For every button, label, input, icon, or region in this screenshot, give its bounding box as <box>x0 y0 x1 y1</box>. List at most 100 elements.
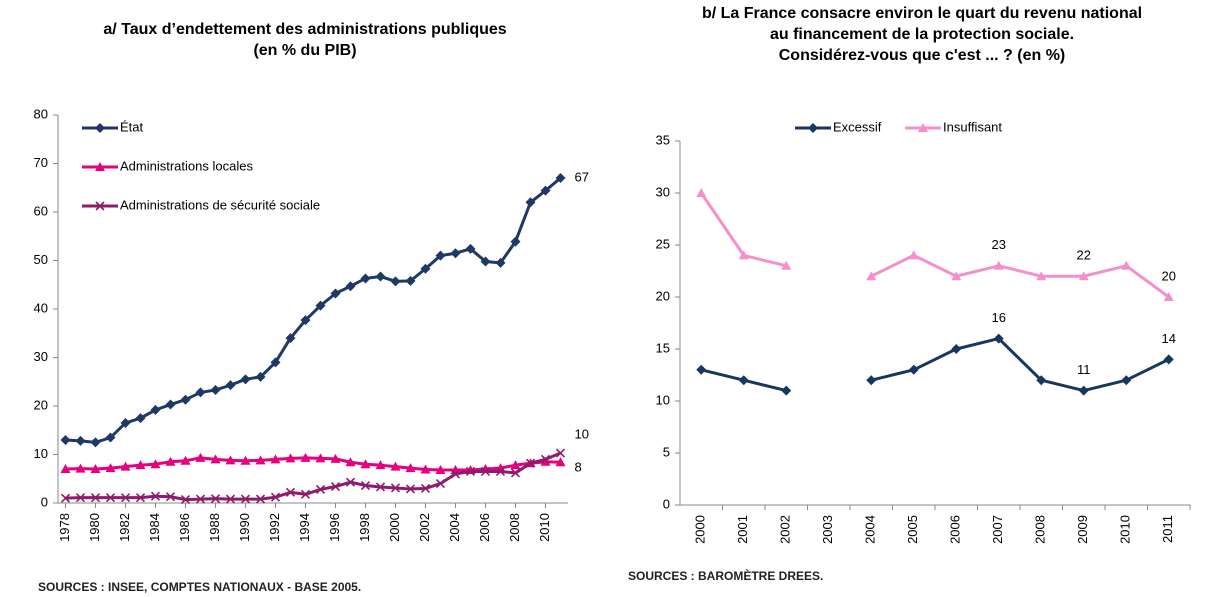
x-tick-label: 1986 <box>177 513 192 542</box>
x-tick-label: 1990 <box>237 513 252 542</box>
marker <box>781 385 792 396</box>
marker <box>360 459 371 469</box>
marker <box>285 453 296 463</box>
y-tick-label: 80 <box>34 106 48 121</box>
marker <box>738 250 749 260</box>
marker <box>1036 375 1047 386</box>
marker <box>330 453 341 463</box>
x-tick-label: 2006 <box>948 515 963 544</box>
data-label: 16 <box>992 310 1006 325</box>
y-tick-label: 5 <box>663 444 670 459</box>
marker <box>495 257 506 268</box>
marker <box>951 271 962 281</box>
y-tick-label: 50 <box>34 252 48 267</box>
marker <box>908 364 919 375</box>
series-line <box>700 337 1170 393</box>
marker <box>908 250 919 260</box>
marker <box>315 484 326 494</box>
marker <box>450 248 461 259</box>
marker <box>696 188 707 197</box>
marker <box>240 455 251 465</box>
marker <box>330 481 341 492</box>
marker <box>225 455 236 465</box>
series-line <box>65 176 562 444</box>
x-tick-label: 2005 <box>905 515 920 544</box>
marker <box>95 201 105 211</box>
marker <box>375 482 386 492</box>
marker <box>375 460 386 470</box>
marker <box>150 404 161 415</box>
marker <box>225 494 236 504</box>
marker <box>135 460 146 470</box>
chart-title: b/ La France consacre environ le quart d… <box>702 5 1142 22</box>
marker <box>90 493 101 503</box>
marker <box>405 463 416 473</box>
x-tick-label: 1988 <box>207 513 222 542</box>
y-tick-label: 35 <box>656 132 670 147</box>
data-label: 14 <box>1162 331 1176 346</box>
y-tick-label: 10 <box>656 392 670 407</box>
marker <box>75 463 86 473</box>
marker <box>375 271 386 282</box>
marker <box>120 417 131 428</box>
y-tick-label: 20 <box>34 397 48 412</box>
marker <box>270 357 281 368</box>
legend-label: Insuffisant <box>943 119 1002 134</box>
x-tick-label: 2000 <box>387 513 402 542</box>
legend-label: État <box>120 119 144 134</box>
marker <box>993 333 1004 344</box>
marker <box>180 394 191 405</box>
chart-title: au financement de la protection sociale. <box>770 26 1074 43</box>
marker <box>90 437 101 448</box>
y-tick-label: 20 <box>656 288 670 303</box>
marker <box>180 455 191 465</box>
marker <box>1163 292 1174 301</box>
marker <box>1078 271 1089 281</box>
y-tick-label: 60 <box>34 203 48 218</box>
y-tick-label: 30 <box>34 349 48 364</box>
marker <box>510 468 521 478</box>
marker <box>105 463 116 473</box>
y-tick-label: 0 <box>41 494 48 509</box>
marker <box>480 256 491 267</box>
x-tick-label: 2002 <box>778 515 793 544</box>
marker <box>300 315 311 326</box>
marker <box>270 492 281 502</box>
marker <box>405 484 416 494</box>
x-tick-label: 2008 <box>1033 515 1048 544</box>
data-label: 11 <box>1077 362 1091 377</box>
data-label: 67 <box>575 169 589 184</box>
data-label: 8 <box>575 460 582 475</box>
marker <box>300 452 311 462</box>
marker <box>315 453 326 463</box>
marker <box>285 333 296 344</box>
marker <box>225 380 236 391</box>
marker <box>120 461 131 471</box>
marker <box>210 494 221 504</box>
marker <box>90 464 101 474</box>
series-line <box>700 192 1170 299</box>
data-label: 23 <box>992 237 1006 252</box>
marker <box>60 493 71 503</box>
marker <box>105 493 116 503</box>
marker <box>360 273 371 284</box>
marker <box>435 479 446 489</box>
x-tick-label: 2010 <box>537 513 552 542</box>
marker <box>696 364 707 375</box>
marker <box>255 494 266 504</box>
marker <box>465 466 476 477</box>
marker <box>345 477 356 487</box>
series-line <box>65 456 561 472</box>
x-tick-label: 1996 <box>327 513 342 542</box>
marker <box>120 493 131 503</box>
marker <box>450 469 461 479</box>
marker <box>540 454 551 464</box>
marker <box>555 457 566 467</box>
marker <box>95 123 105 133</box>
marker <box>390 483 401 493</box>
y-tick-label: 30 <box>656 184 670 199</box>
marker <box>1121 260 1132 270</box>
marker <box>345 281 356 292</box>
marker <box>195 387 206 398</box>
